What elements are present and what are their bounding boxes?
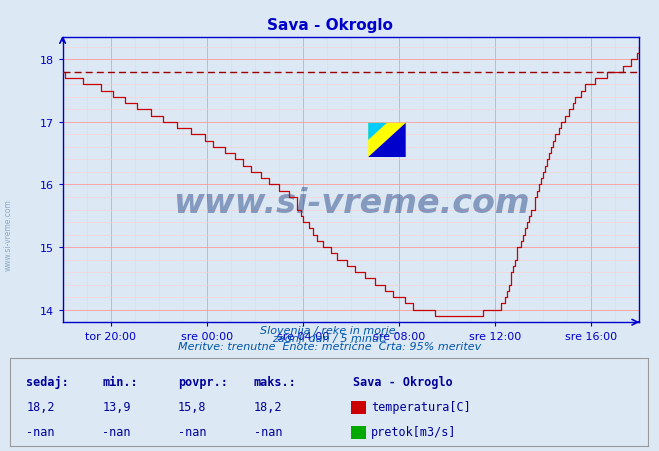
Text: www.si-vreme.com: www.si-vreme.com — [173, 187, 529, 220]
Text: -nan: -nan — [178, 425, 206, 438]
Polygon shape — [368, 124, 406, 158]
Text: Sava - Okroglo: Sava - Okroglo — [353, 376, 452, 389]
Polygon shape — [368, 124, 406, 158]
Text: www.si-vreme.com: www.si-vreme.com — [4, 198, 13, 271]
Text: zadnji dan / 5 minut.: zadnji dan / 5 minut. — [272, 333, 387, 343]
Text: temperatura[C]: temperatura[C] — [371, 400, 471, 414]
Polygon shape — [368, 124, 387, 141]
Text: Sava - Okroglo: Sava - Okroglo — [266, 18, 393, 33]
Text: 18,2: 18,2 — [26, 400, 55, 414]
Text: -nan: -nan — [26, 425, 55, 438]
Text: -nan: -nan — [254, 425, 282, 438]
Text: Meritve: trenutne  Enote: metrične  Črta: 95% meritev: Meritve: trenutne Enote: metrične Črta: … — [178, 341, 481, 351]
Text: povpr.:: povpr.: — [178, 376, 228, 389]
Text: 18,2: 18,2 — [254, 400, 282, 414]
Text: min.:: min.: — [102, 376, 138, 389]
Text: maks.:: maks.: — [254, 376, 297, 389]
Text: 15,8: 15,8 — [178, 400, 206, 414]
Text: pretok[m3/s]: pretok[m3/s] — [371, 425, 457, 438]
Text: 13,9: 13,9 — [102, 400, 130, 414]
Text: -nan: -nan — [102, 425, 130, 438]
Text: Slovenija / reke in morje.: Slovenija / reke in morje. — [260, 325, 399, 335]
Text: sedaj:: sedaj: — [26, 376, 69, 389]
